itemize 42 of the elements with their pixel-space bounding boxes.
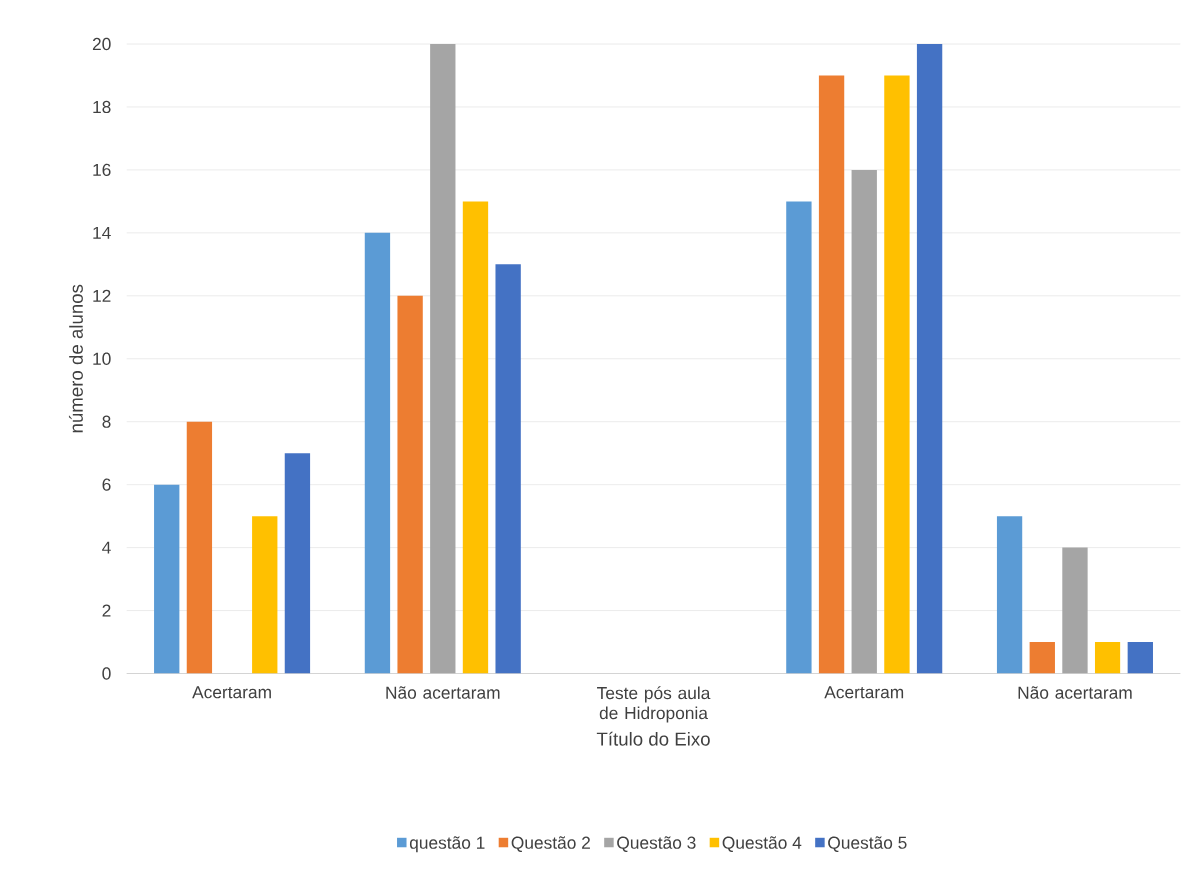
- bar: [851, 170, 877, 674]
- bar: [1062, 547, 1088, 674]
- bar: [884, 75, 910, 674]
- bar: [1127, 642, 1153, 674]
- bar: [786, 201, 812, 674]
- bar: [252, 516, 278, 674]
- bar: [818, 75, 845, 674]
- bar: [364, 233, 391, 674]
- bar: [495, 264, 521, 674]
- y-tick-label: 2: [102, 604, 111, 617]
- legend-label: questão 1: [409, 836, 485, 853]
- x-tick-label: Teste pós aula de Hidroponia: [597, 686, 711, 723]
- legend-label: Questão 4: [722, 836, 802, 853]
- x-tick-label: Acertaram: [192, 686, 271, 699]
- y-tick-label: 14: [93, 227, 111, 240]
- legend-label: Questão 3: [617, 836, 696, 853]
- y-tick-label: 4: [102, 541, 111, 554]
- y-tick-label: 10: [93, 352, 111, 366]
- y-axis-title: número de alunos: [68, 284, 83, 433]
- bar: [462, 201, 489, 674]
- y-tick-label: 6: [102, 478, 111, 492]
- bar: [1029, 642, 1055, 674]
- legend-label: Questão 2: [511, 836, 590, 853]
- y-tick-label: 8: [102, 415, 111, 429]
- bar: [397, 296, 423, 674]
- bar: [430, 44, 456, 674]
- y-tick-label: 16: [93, 163, 111, 177]
- x-axis-title: Título do Eixo: [596, 731, 710, 746]
- bar: [1094, 642, 1121, 674]
- x-tick-label: Não acertaram: [1018, 686, 1132, 700]
- bar: [916, 44, 943, 674]
- bar: [996, 516, 1023, 674]
- x-tick-label: Acertaram: [824, 686, 904, 699]
- y-tick-label: 20: [92, 38, 111, 51]
- y-tick-label: 18: [93, 101, 111, 114]
- bar: [154, 484, 180, 674]
- y-tick-label: 0: [102, 667, 111, 680]
- bar: [284, 453, 311, 674]
- y-tick-label: 12: [93, 289, 111, 303]
- x-tick-label: Não acertaram: [386, 686, 500, 700]
- bar: [186, 421, 213, 674]
- legend-label: Questão 5: [828, 836, 907, 853]
